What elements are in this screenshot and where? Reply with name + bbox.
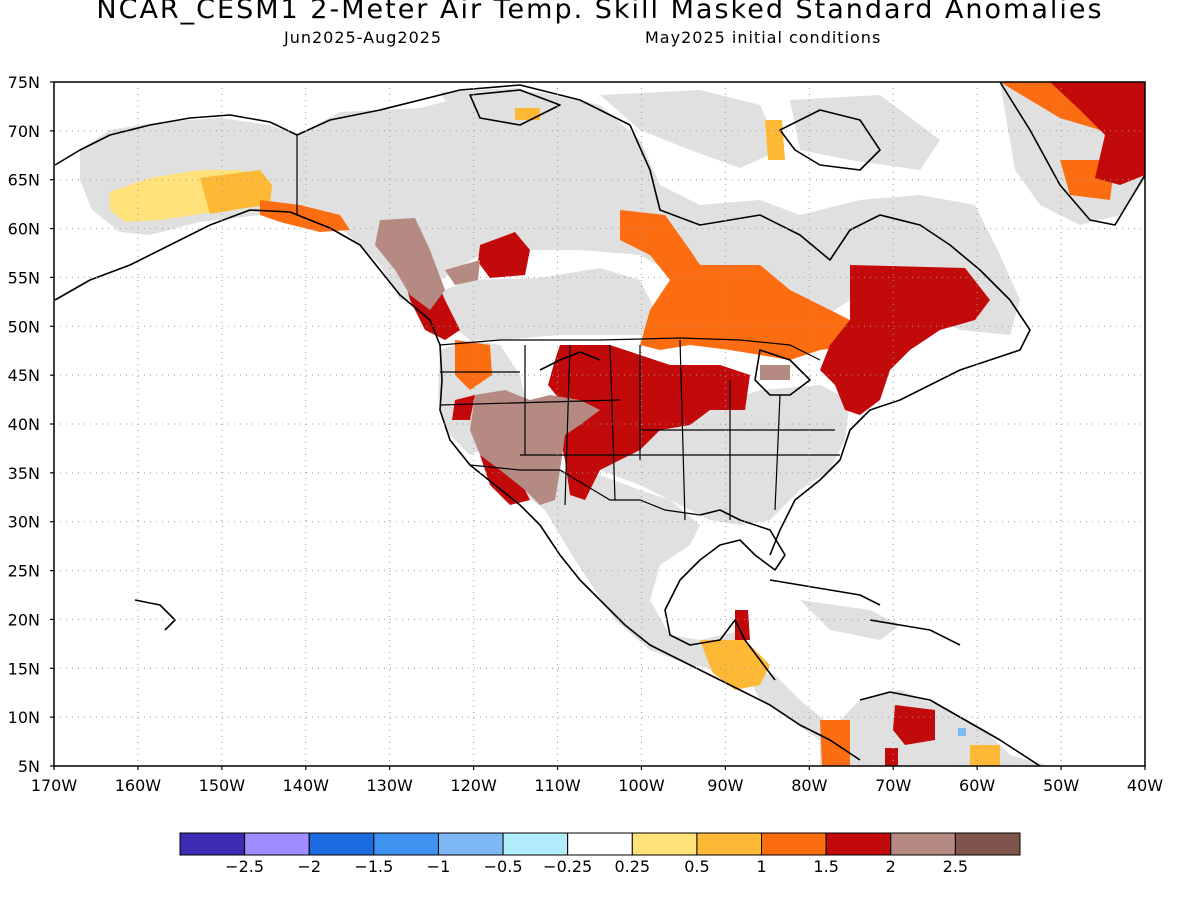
legend-label: −2.5	[225, 857, 264, 876]
graticule	[54, 82, 1145, 766]
political-boundaries	[296, 135, 840, 521]
legend-label: 2	[886, 857, 896, 876]
longitude-labels: 170W 160W 150W 140W 130W 120W 110W 100W 90W 80W 70…	[31, 766, 1163, 795]
lon-label: 60W	[959, 776, 995, 795]
anomaly-shading	[110, 82, 1145, 766]
legend-swatch	[631, 832, 698, 856]
legend-swatch	[373, 832, 439, 856]
legend-label: −0.5	[484, 857, 523, 876]
latitude-labels: 75N 70N 65N 60N 55N 50N 45N 40N 35N 30N 25N 20N 15N 1…	[8, 73, 54, 776]
lat-label: 20N	[8, 610, 40, 629]
lat-label: 55N	[8, 268, 40, 287]
lat-label: 15N	[8, 659, 40, 678]
lon-label: 100W	[618, 776, 665, 795]
lon-label: 110W	[534, 776, 581, 795]
map-area	[54, 82, 1145, 766]
lon-label: 40W	[1127, 776, 1163, 795]
lat-label: 60N	[8, 220, 40, 239]
map-title: NCAR_CESM1 2-Meter Air Temp. Skill Maske…	[96, 0, 1104, 25]
legend-label: −1.5	[354, 857, 393, 876]
legend-swatch	[825, 832, 892, 856]
lat-label: 70N	[8, 122, 40, 141]
legend-swatch	[696, 832, 763, 856]
lat-label: 10N	[8, 708, 40, 727]
lat-label: 50N	[8, 317, 40, 336]
lon-label: 160W	[115, 776, 162, 795]
lon-label: 150W	[199, 776, 246, 795]
initial-conditions: May2025 initial conditions	[645, 28, 882, 47]
lat-label: 45N	[8, 366, 40, 385]
legend-swatch	[308, 832, 375, 856]
legend-label: 1	[756, 857, 766, 876]
lat-label: 35N	[8, 464, 40, 483]
legend-swatch	[954, 832, 1021, 856]
lon-label: 170W	[31, 776, 78, 795]
legend-label: 1.5	[813, 857, 838, 876]
legend-swatch	[502, 832, 569, 856]
legend-swatch	[567, 832, 633, 856]
color-legend-labels: −2.5 −2 −1.5 −1 −0.5 −0.25 0.25 0.5 1 1.5 2 2.5	[225, 857, 968, 876]
legend-label: −1	[427, 857, 451, 876]
legend-label: −0.25	[543, 857, 592, 876]
legend-label: 2.5	[943, 857, 968, 876]
lat-label: 75N	[8, 73, 40, 92]
legend-label: 0.5	[684, 857, 709, 876]
legend-swatch	[179, 832, 246, 856]
forecast-period: Jun2025-Aug2025	[284, 28, 443, 47]
color-legend	[179, 832, 1021, 856]
legend-label: 0.25	[614, 857, 650, 876]
legend-swatch	[437, 832, 504, 856]
lat-label: 40N	[8, 415, 40, 434]
lat-label: 25N	[8, 562, 40, 581]
lon-label: 140W	[283, 776, 330, 795]
lat-label: 30N	[8, 513, 40, 532]
lon-label: 50W	[1043, 776, 1079, 795]
legend-swatch	[890, 832, 956, 856]
legend-swatch	[244, 832, 310, 856]
lat-label: 5N	[18, 757, 40, 776]
lon-label: 120W	[450, 776, 497, 795]
lon-label: 70W	[875, 776, 911, 795]
lon-label: 90W	[707, 776, 743, 795]
lon-label: 130W	[367, 776, 414, 795]
lon-label: 80W	[791, 776, 827, 795]
legend-swatch	[761, 832, 827, 856]
no-skill-mask	[80, 82, 1145, 766]
lat-label: 65N	[8, 171, 40, 190]
legend-label: −2	[297, 857, 321, 876]
